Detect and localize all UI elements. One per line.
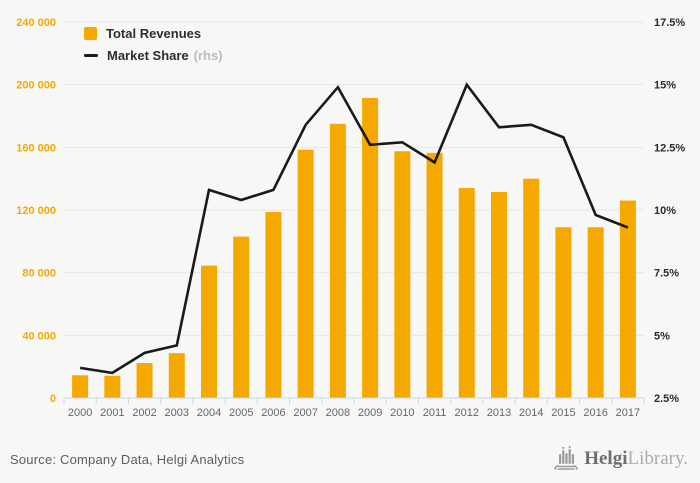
legend-label-rhs-suffix: (rhs) [193,48,223,63]
helgi-library-logo[interactable]: HelgiLibrary. [554,446,688,472]
revenue-bar-2017[interactable] [619,200,636,398]
x-axis-year-label-2006: 2006 [261,407,285,419]
logo-wordmark: HelgiLibrary. [584,447,688,471]
revenue-bar-2014[interactable] [523,178,540,398]
x-axis-year-label-2004: 2004 [197,407,221,419]
revenue-bar-2002[interactable] [136,363,153,398]
right-axis-tick-label: 10% [654,205,676,217]
logo-text-helgi: Helgi [584,448,628,469]
revenue-bar-2012[interactable] [458,188,475,398]
right-axis-tick-label: 12.5% [654,142,685,154]
revenue-market-share-chart: 0 2.5% 40 000 5% 80 000 7.5% 120 000 10% 160 000… [16,17,685,419]
right-axis-tick-label: 5% [654,330,670,342]
left-axis-tick-label: 240 000 [16,17,56,29]
revenue-bar-2006[interactable] [265,212,282,398]
legend-item-total-revenues[interactable]: Total Revenues [84,26,223,41]
market-share-line[interactable] [79,82,629,375]
right-axis-tick-label: 17.5% [654,17,685,29]
x-axis-year-label-2005: 2005 [229,407,253,419]
logo-text-library: Library. [627,448,689,469]
x-axis-year-label-2010: 2010 [390,407,414,419]
legend-label-market-share: Market Share [107,48,189,63]
revenue-bar-2003[interactable] [168,353,185,398]
helgi-logo-icon [554,446,579,470]
x-axis-year-label-2015: 2015 [551,407,575,419]
revenue-bar-2004[interactable] [201,265,217,398]
revenue-bar-2001[interactable] [104,375,121,398]
revenue-bar-2015[interactable] [555,227,572,398]
x-axis-year-label-2012: 2012 [455,407,479,419]
left-axis-tick-label: 40 000 [22,330,56,342]
revenue-bar-2007[interactable] [297,149,314,398]
revenues-swatch-icon [84,27,97,40]
right-axis-tick-label: 15% [654,80,676,92]
chart-footer: Source: Company Data, Helgi Analytics He… [0,430,700,483]
x-axis-year-label-2016: 2016 [583,407,607,419]
left-axis-tick-label: 200 000 [16,80,56,92]
x-axis-year-label-2000: 2000 [68,407,92,419]
revenue-bar-2013[interactable] [491,191,507,398]
market-share-line-icon [84,54,98,57]
revenue-bar-2000[interactable] [72,375,89,398]
revenue-bar-2008[interactable] [329,123,346,398]
source-note: Source: Company Data, Helgi Analytics [10,452,245,467]
left-axis-tick-label: 120 000 [16,205,56,217]
x-axis-year-label-2011: 2011 [423,407,447,419]
x-axis-year-label-2007: 2007 [293,407,317,419]
x-axis-year-label-2014: 2014 [519,407,543,419]
x-axis-year-label-2009: 2009 [358,407,382,419]
x-axis-year-label-2017: 2017 [616,407,640,419]
left-axis-tick-label: 160 000 [16,142,56,154]
revenue-bar-2016[interactable] [587,227,604,398]
x-axis-year-label-2001: 2001 [100,407,124,419]
left-axis-tick-label: 0 [50,393,56,405]
revenue-bar-2009[interactable] [362,97,379,398]
right-axis-tick-label: 2.5% [654,393,679,405]
chart-legend: Total Revenues Market Share (rhs) [84,26,223,63]
x-axis-year-label-2002: 2002 [132,407,156,419]
x-axis-year-label-2003: 2003 [165,407,189,419]
chart-canvas: 0 2.5% 40 000 5% 80 000 7.5% 120 000 10% 160 000… [16,17,685,419]
x-axis-year-label-2008: 2008 [326,407,350,419]
revenue-bar-2010[interactable] [394,151,411,398]
right-axis-tick-label: 7.5% [654,268,679,280]
legend-label-total-revenues: Total Revenues [106,26,202,41]
revenue-bar-2005[interactable] [233,236,250,398]
left-axis-tick-label: 80 000 [22,268,56,280]
x-axis-year-label-2013: 2013 [487,407,511,419]
legend-item-market-share[interactable]: Market Share (rhs) [84,48,223,63]
revenue-bar-2011[interactable] [426,152,443,398]
